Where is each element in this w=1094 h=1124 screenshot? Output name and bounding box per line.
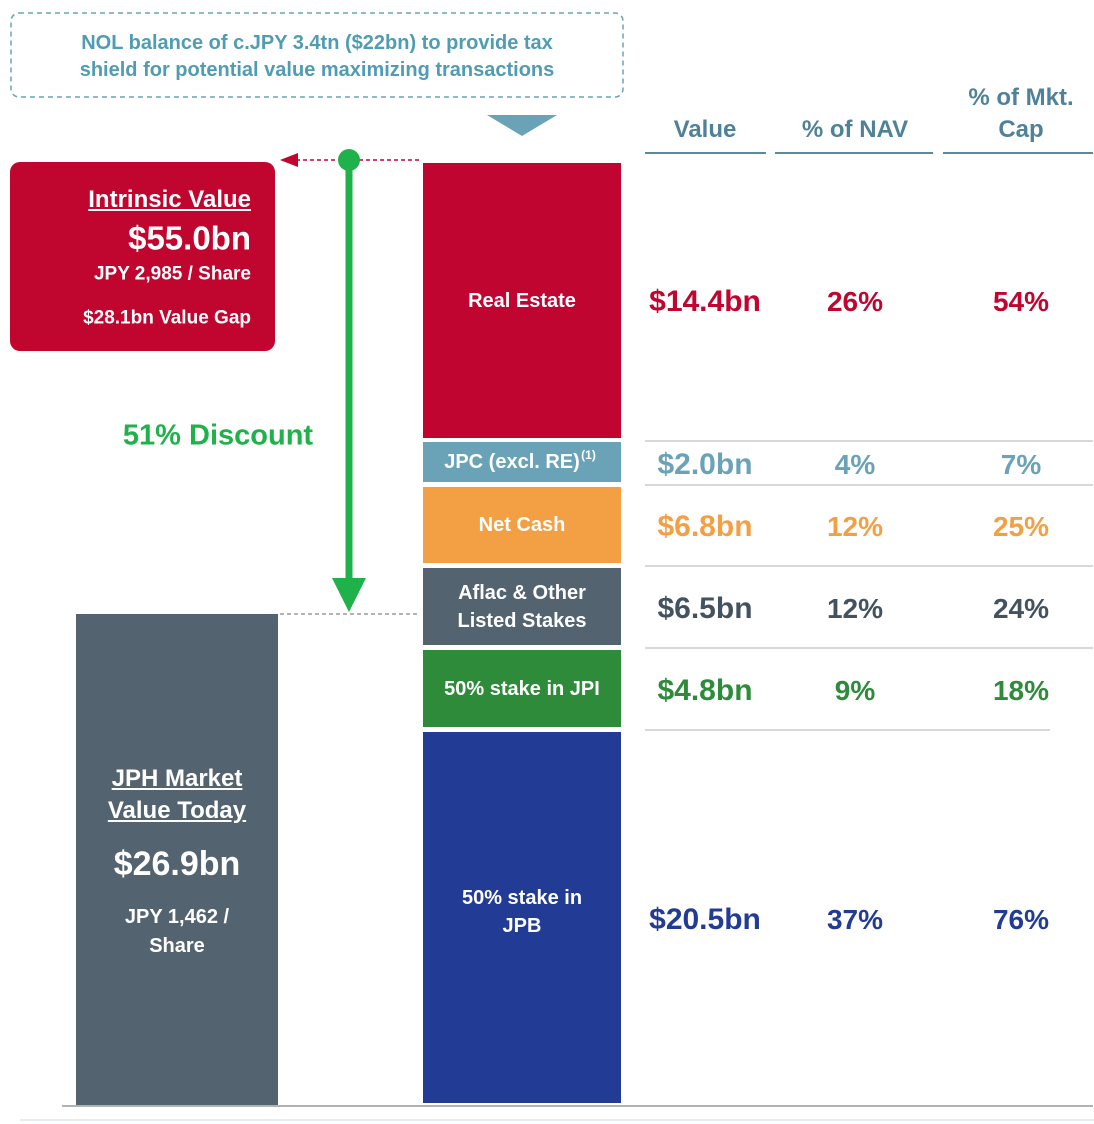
row-nav: 26% — [826, 286, 884, 317]
market-per-share: Share — [149, 935, 205, 957]
segment-label: Listed Stakes — [457, 609, 587, 632]
market-title: JPH Market — [111, 765, 243, 792]
column-header: % of NAV — [801, 116, 909, 143]
segment-label: Real Estate — [468, 289, 576, 312]
column-header: % of Mkt. — [968, 84, 1074, 111]
row-mkt: 24% — [992, 593, 1050, 624]
segment-label: 50% stake in JPI — [444, 677, 600, 700]
segment-label: Net Cash — [478, 514, 566, 536]
market-per-share: JPY 1,462 / — [124, 906, 230, 928]
column-header: Cap — [998, 116, 1044, 143]
row-mkt: 7% — [1000, 449, 1042, 480]
segment — [423, 442, 621, 482]
row-value: $6.5bn — [657, 592, 753, 625]
segment-label: 50% stake in — [461, 886, 583, 909]
row-value: $20.5bn — [649, 903, 761, 936]
footnote-marker: (1) — [581, 448, 596, 462]
segment-label: Aflac & Other — [458, 581, 586, 604]
note-line: NOL balance of c.JPY 3.4tn ($22bn) to pr… — [81, 32, 553, 54]
column-header: Value — [673, 116, 737, 143]
row-mkt: 54% — [992, 286, 1050, 317]
note-line: shield for potential value maximizing tr… — [79, 59, 555, 81]
row-mkt: 76% — [992, 904, 1050, 935]
row-nav: 9% — [834, 675, 876, 706]
row-nav: 12% — [826, 511, 884, 542]
intrinsic-box — [10, 162, 275, 351]
market-value: $26.9bn — [113, 845, 241, 883]
row-value: $2.0bn — [657, 448, 753, 481]
row-mkt: 25% — [992, 511, 1050, 542]
market-title: Value Today — [107, 797, 247, 824]
row-nav: 4% — [834, 449, 876, 480]
arrow-dot — [338, 149, 360, 171]
pointer — [487, 115, 557, 136]
intrinsic-per-share: JPY 2,985 / Share — [93, 263, 251, 285]
segment — [423, 487, 621, 563]
note-box — [10, 12, 624, 98]
row-mkt: 18% — [992, 675, 1050, 706]
intrinsic-title: Intrinsic Value — [88, 186, 251, 213]
row-value: $4.8bn — [657, 674, 753, 707]
segment — [423, 568, 621, 645]
segment — [423, 650, 621, 727]
segment — [423, 163, 621, 438]
discount-label: 51% Discount — [122, 419, 314, 452]
segment — [423, 732, 621, 1103]
intrinsic-value: $55.0bn — [128, 219, 251, 257]
market-bar — [76, 614, 278, 1105]
row-value: $14.4bn — [649, 285, 761, 318]
value-gap: $28.1bn Value Gap — [83, 307, 251, 329]
segment-label: JPC (excl. RE) — [444, 451, 580, 473]
row-value: $6.8bn — [657, 510, 753, 543]
row-nav: 37% — [826, 904, 884, 935]
arrowhead — [332, 578, 366, 612]
row-nav: 12% — [826, 593, 884, 624]
segment-label: JPB — [502, 914, 542, 937]
arrowhead — [280, 153, 298, 167]
